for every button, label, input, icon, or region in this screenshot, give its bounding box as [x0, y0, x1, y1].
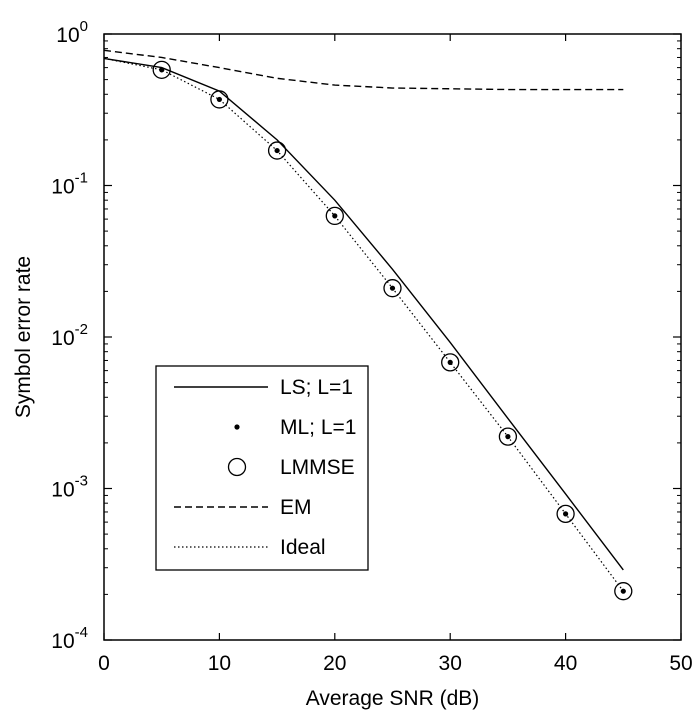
- y-tick-base: 10: [56, 24, 79, 47]
- legend-label-lmmse: LMMSE: [280, 456, 355, 479]
- y-tick-exponent: -4: [75, 624, 88, 641]
- y-tick-exponent: -3: [75, 473, 88, 490]
- marker-circle-lmmse: [152, 60, 171, 79]
- marker-dot-ml-l-1: [274, 147, 280, 154]
- y-tick-base: 10: [51, 630, 74, 653]
- series-line-ideal: [103, 57, 624, 592]
- legend-label-em: EM: [280, 496, 312, 519]
- y-tick-base: 10: [51, 479, 74, 502]
- axis-ticks: [103, 33, 682, 641]
- legend-label-ls-l-1: LS; L=1: [280, 376, 353, 399]
- marker-dot-ml-l-1: [216, 96, 222, 103]
- marker-dot-ml-l-1: [159, 67, 165, 73]
- x-tick-label: 50: [669, 652, 692, 675]
- y-axis-label: Symbol error rate: [12, 256, 35, 418]
- y-tick-label: 100: [56, 18, 88, 47]
- plot-markers: [152, 60, 633, 601]
- marker-dot-ml-l-1: [332, 213, 338, 219]
- x-tick-label: 30: [439, 652, 462, 675]
- marker-circle-lmmse: [267, 141, 287, 160]
- y-tick-base: 10: [51, 327, 74, 350]
- marker-circle-lmmse: [556, 504, 575, 524]
- y-tick-base: 10: [51, 176, 74, 199]
- x-axis-label: Average SNR (dB): [306, 687, 480, 710]
- y-tick-exponent: 0: [80, 18, 88, 35]
- x-tick-label: 20: [323, 652, 346, 675]
- x-tick-label: 40: [554, 652, 577, 675]
- marker-dot-ml-l-1: [620, 588, 626, 594]
- marker-circle-lmmse: [614, 582, 633, 601]
- legend-swatch-lmmse: [227, 457, 247, 477]
- series-line-em: [103, 49, 624, 91]
- marker-circle-lmmse: [441, 353, 460, 372]
- legend-swatch-ml-l-1: [234, 424, 240, 430]
- legend-label-ml-l-1: ML; L=1: [280, 416, 356, 439]
- legend-label-ideal: Ideal: [280, 536, 326, 559]
- plot-lines: [103, 49, 624, 592]
- y-tick-exponent: -1: [75, 170, 88, 187]
- y-tick-label: 10-3: [51, 473, 88, 502]
- marker-circle-lmmse: [210, 90, 229, 109]
- y-tick-exponent: -2: [75, 321, 88, 338]
- x-tick-label: 10: [208, 652, 231, 675]
- marker-dot-ml-l-1: [447, 359, 453, 365]
- marker-dot-ml-l-1: [389, 285, 396, 291]
- marker-dot-ml-l-1: [505, 434, 511, 440]
- marker-circle-lmmse: [498, 427, 518, 446]
- series-line-ls-l-1: [103, 57, 624, 571]
- y-tick-label: 10-1: [51, 170, 88, 199]
- y-tick-label: 10-2: [51, 321, 88, 350]
- y-tick-label: 10-4: [51, 624, 88, 653]
- marker-circle-lmmse: [383, 279, 402, 298]
- x-tick-label: 0: [98, 652, 110, 675]
- legend-box: [155, 365, 369, 571]
- marker-dot-ml-l-1: [563, 511, 569, 517]
- marker-circle-lmmse: [325, 206, 344, 226]
- legend: LS; L=1 ML; L=1 LMMSE EM Ideal: [155, 365, 369, 571]
